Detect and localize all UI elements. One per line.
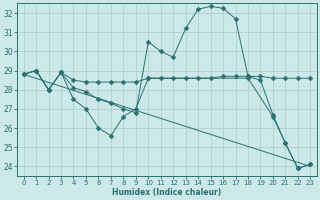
X-axis label: Humidex (Indice chaleur): Humidex (Indice chaleur) xyxy=(112,188,221,197)
